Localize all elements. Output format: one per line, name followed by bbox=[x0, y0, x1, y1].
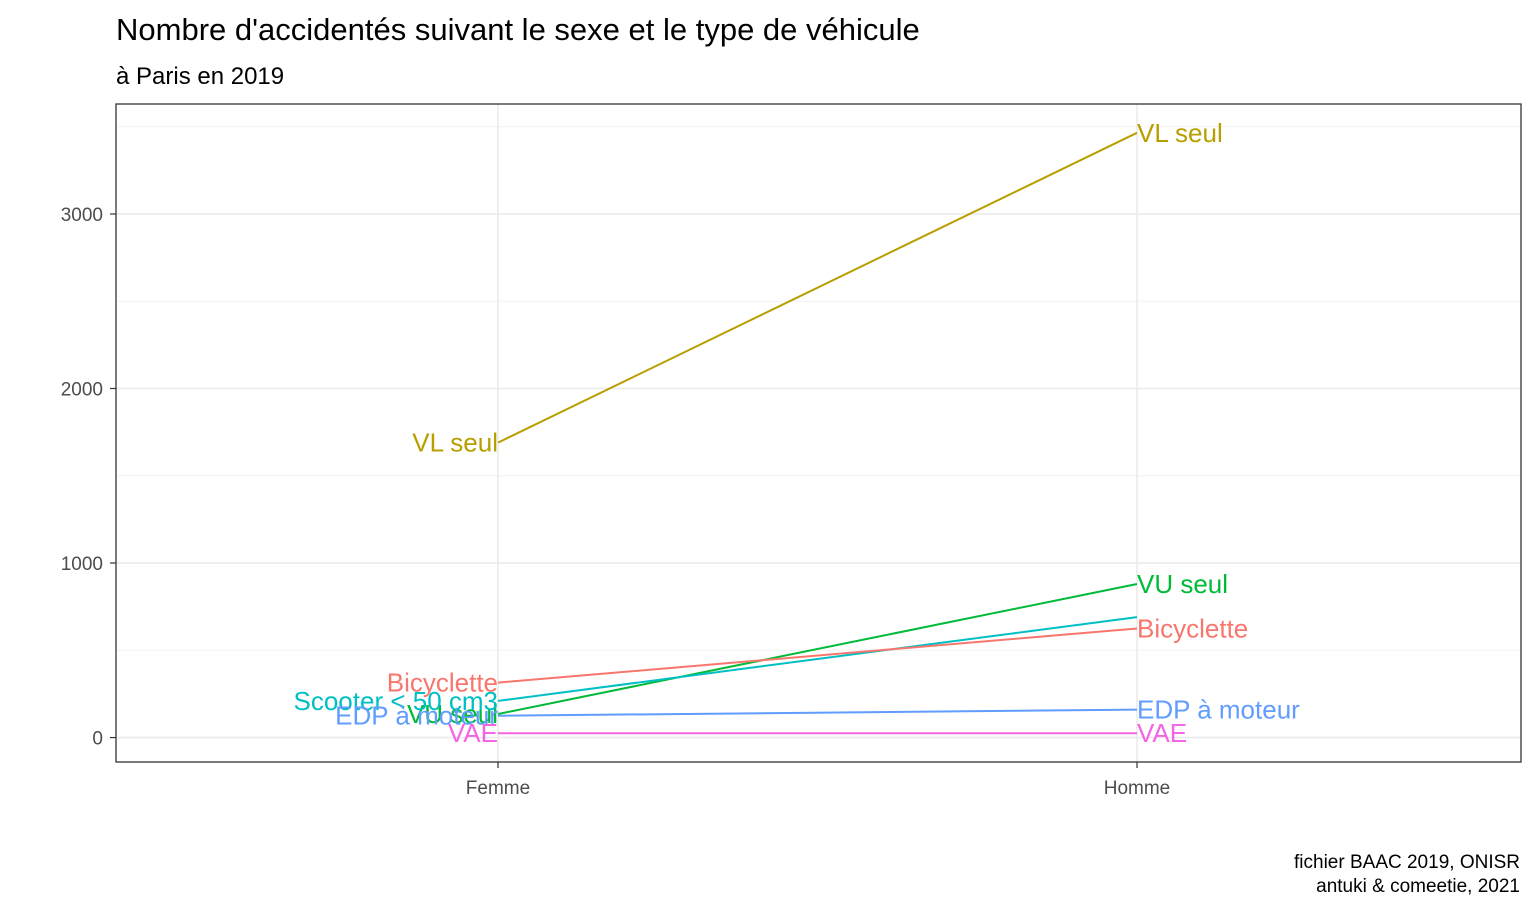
minor-gridlines bbox=[116, 126, 1521, 651]
series-line-bicyclette bbox=[497, 627, 1138, 684]
series-line-edp-moteur bbox=[497, 708, 1138, 717]
series-label-left-vae: VAE bbox=[448, 718, 498, 748]
x-tick-label-homme: Homme bbox=[1104, 778, 1171, 799]
y-tick-label: 3000 bbox=[61, 205, 103, 226]
chart-subtitle: à Paris en 2019 bbox=[116, 63, 284, 90]
y-tick-label: 0 bbox=[92, 729, 103, 750]
y-tick-label: 2000 bbox=[61, 379, 103, 400]
axes: 0 1000 2000 3000 Femme Homme bbox=[61, 205, 1171, 799]
caption-line-1: fichier BAAC 2019, ONISR bbox=[1294, 852, 1520, 873]
series-label-left-vl-seul: VL seul bbox=[412, 428, 498, 458]
series-label-right-vl-seul: VL seul bbox=[1137, 118, 1223, 148]
major-gridlines bbox=[116, 104, 1521, 762]
series-label-right-vu-seul: VU seul bbox=[1137, 569, 1228, 599]
series-line-vl-seul bbox=[497, 131, 1138, 444]
series-label-left-bicyclette: Bicyclette bbox=[387, 668, 498, 698]
series-label-right-vae: VAE bbox=[1137, 718, 1187, 748]
series-line-scooter-50-cm3 bbox=[497, 616, 1138, 702]
caption-line-2: antuki & comeetie, 2021 bbox=[1316, 876, 1520, 897]
series-label-left-vu-seul: VU seul bbox=[407, 699, 498, 729]
series-label-right-bicyclette: Bicyclette bbox=[1137, 613, 1248, 643]
series-label-right-edp-moteur: EDP à moteur bbox=[1137, 695, 1300, 725]
series-label-left-edp-moteur: EDP à moteur bbox=[335, 701, 498, 731]
series-label-left-scooter-50-cm3: Scooter < 50 cm3 bbox=[294, 686, 499, 716]
chart-title: Nombre d'accidentés suivant le sexe et l… bbox=[116, 12, 920, 47]
series-lines bbox=[497, 131, 1138, 735]
x-tick-label-femme: Femme bbox=[466, 778, 530, 799]
series-line-vu-seul bbox=[497, 582, 1138, 715]
panel-border bbox=[115, 103, 1522, 763]
y-tick-label: 1000 bbox=[61, 554, 103, 575]
